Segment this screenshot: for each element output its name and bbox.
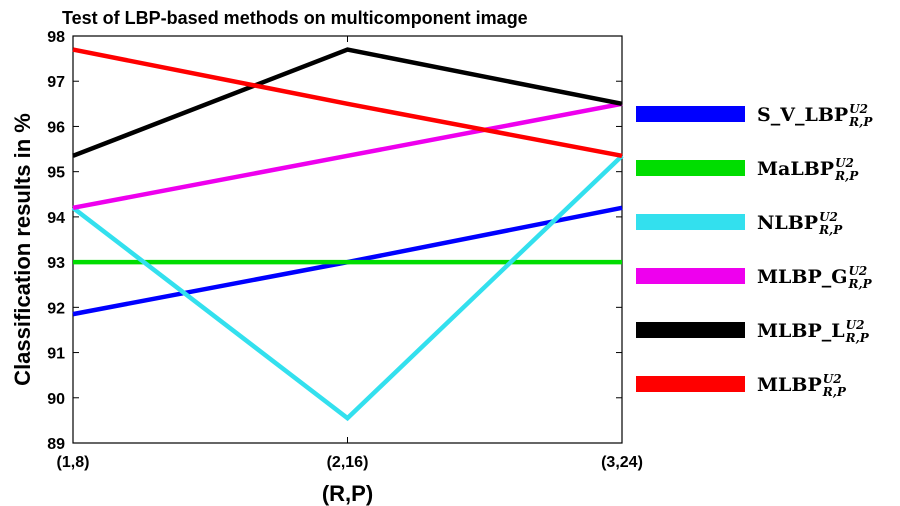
series-line-mlbp bbox=[72, 47, 623, 159]
y-tick-label: 93 bbox=[47, 255, 65, 272]
x-tick-label: (3,24) bbox=[601, 454, 643, 471]
legend-subscript: R,P bbox=[847, 277, 872, 291]
legend-label: MaLBP bbox=[757, 158, 834, 180]
series-line-mlbp-g bbox=[72, 101, 623, 211]
legend-label: MLBP bbox=[757, 374, 822, 396]
y-axis-label: Classification results in % bbox=[10, 113, 35, 386]
legend-swatch bbox=[636, 322, 745, 338]
y-tick-label: 94 bbox=[47, 210, 65, 227]
legend-subscript: R,P bbox=[818, 223, 843, 237]
legend-subscript: R,P bbox=[848, 115, 873, 129]
legend-subscript: R,P bbox=[822, 385, 847, 399]
y-tick-label: 92 bbox=[47, 300, 65, 317]
legend-swatch bbox=[636, 160, 745, 176]
plot-area bbox=[72, 35, 623, 444]
legend-label: NLBP bbox=[757, 212, 818, 234]
y-tick-label: 95 bbox=[47, 165, 65, 182]
legend-superscript: U2 bbox=[846, 318, 865, 332]
chart-title: Test of LBP-based methods on multicompon… bbox=[62, 8, 528, 28]
legend-swatch bbox=[636, 214, 745, 230]
y-tick-label: 96 bbox=[47, 119, 65, 136]
y-tick-label: 98 bbox=[47, 29, 65, 46]
x-tick-label: (1,8) bbox=[57, 454, 90, 471]
legend-swatch bbox=[636, 268, 745, 284]
legend-superscript: U2 bbox=[819, 210, 838, 224]
legend-subscript: R,P bbox=[834, 169, 859, 183]
legend-swatch bbox=[636, 376, 745, 392]
y-tick-label: 91 bbox=[47, 346, 65, 363]
legend-superscript: U2 bbox=[823, 372, 842, 386]
x-tick-label: (2,16) bbox=[327, 454, 369, 471]
series-line-nlbp bbox=[71, 154, 624, 422]
series-line-mlbp-l bbox=[72, 47, 623, 158]
legend-label: MLBP_L bbox=[757, 320, 845, 342]
legend-label: S_V_LBP bbox=[757, 104, 848, 126]
legend-superscript: U2 bbox=[835, 156, 854, 170]
legend-superscript: U2 bbox=[849, 102, 868, 116]
x-axis: (1,8) (2,16) (3,24) bbox=[57, 36, 643, 471]
y-tick-label: 97 bbox=[47, 74, 65, 91]
legend-superscript: U2 bbox=[848, 264, 867, 278]
legend-label: MLBP_G bbox=[757, 266, 847, 288]
y-tick-label: 89 bbox=[47, 436, 65, 453]
legend-subscript: R,P bbox=[845, 331, 870, 345]
plot-frame bbox=[72, 35, 623, 444]
series-lines bbox=[71, 47, 624, 422]
y-axis: 89 90 91 92 93 94 95 96 97 98 bbox=[47, 29, 622, 453]
legend-swatch bbox=[636, 106, 745, 122]
y-tick-label: 90 bbox=[47, 391, 65, 408]
x-axis-label: (R,P) bbox=[322, 481, 373, 506]
